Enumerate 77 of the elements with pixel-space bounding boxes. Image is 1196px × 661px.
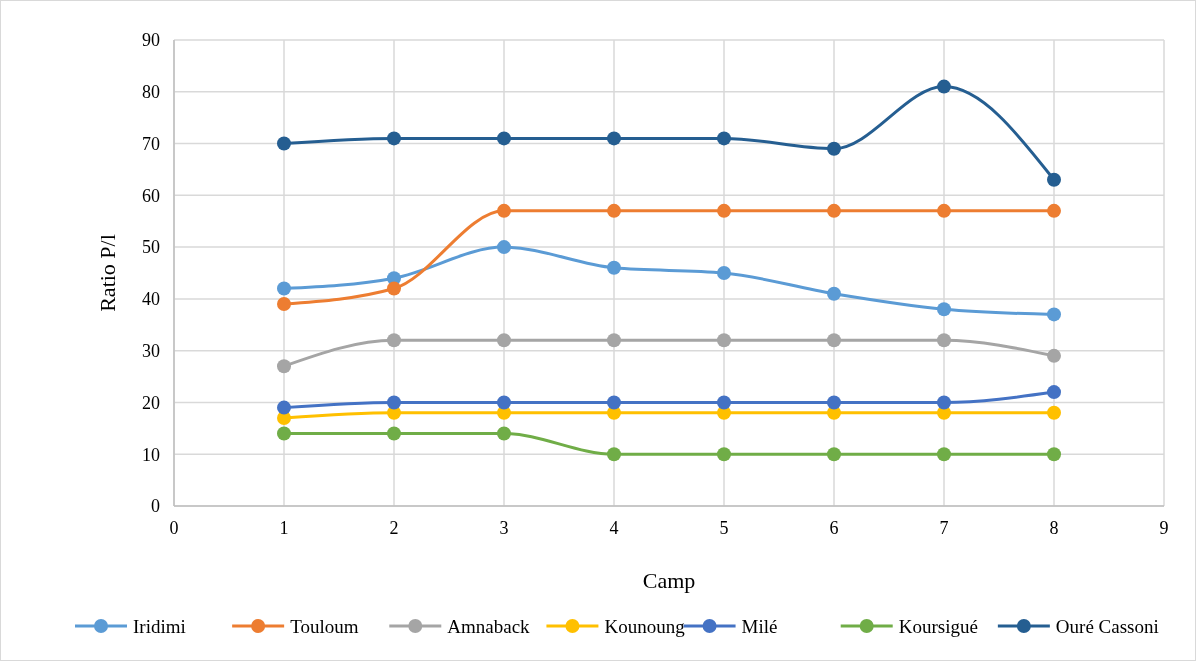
point <box>607 333 621 348</box>
x-axis-title: Camp <box>642 568 696 593</box>
point <box>1047 203 1061 218</box>
point <box>827 286 841 301</box>
legend-label: Touloum <box>290 615 359 637</box>
point <box>937 79 951 94</box>
y-tick-label: 20 <box>142 392 160 413</box>
point <box>1047 172 1061 187</box>
point <box>937 302 951 317</box>
y-tick-label: 0 <box>151 496 160 517</box>
x-tick-label: 3 <box>499 518 509 538</box>
point <box>717 203 731 218</box>
x-tick-label: 1 <box>279 518 289 538</box>
x-tick-label: 0 <box>169 518 179 538</box>
legend-label: Iridimi <box>133 615 186 637</box>
x-tick-label: 6 <box>829 518 839 538</box>
legend-label: Ouré Cassoni <box>1055 615 1159 637</box>
y-tick-label: 70 <box>142 133 160 154</box>
point <box>717 333 731 348</box>
point <box>717 131 731 146</box>
point <box>387 333 401 348</box>
y-tick-label: 10 <box>142 444 160 465</box>
point <box>1047 348 1061 363</box>
point <box>937 395 951 410</box>
point <box>497 240 511 255</box>
y-tick-label: 60 <box>142 185 160 206</box>
point <box>497 203 511 218</box>
point <box>1047 307 1061 322</box>
point <box>1047 447 1061 462</box>
point <box>277 136 291 151</box>
y-tick-label: 30 <box>142 340 160 361</box>
y-axis-title: Ratio P/l <box>95 234 120 312</box>
point <box>827 141 841 156</box>
point <box>277 281 291 296</box>
legend-label: Milé <box>741 615 778 637</box>
point <box>1047 405 1061 420</box>
point <box>607 203 621 218</box>
point <box>497 333 511 348</box>
x-tick-label: 9 <box>1159 518 1169 538</box>
point <box>1047 385 1061 400</box>
point <box>717 266 731 280</box>
y-tick-label: 50 <box>142 237 160 258</box>
point <box>607 131 621 146</box>
x-tick-label: 2 <box>389 518 399 538</box>
y-tick-label: 80 <box>142 82 160 103</box>
point <box>277 400 291 415</box>
point <box>277 359 291 374</box>
point <box>497 426 511 441</box>
x-tick-label: 8 <box>1049 518 1059 538</box>
point <box>497 131 511 146</box>
point <box>827 447 841 462</box>
legend-label: Amnaback <box>447 615 531 637</box>
point <box>607 395 621 410</box>
point <box>387 131 401 146</box>
point <box>937 333 951 348</box>
x-tick-label: 7 <box>939 518 949 538</box>
point <box>387 395 401 410</box>
point <box>937 447 951 462</box>
legend-label: Koursigué <box>898 615 978 637</box>
point <box>607 447 621 462</box>
y-tick-label: 40 <box>142 289 160 310</box>
legend-label: Kounoung <box>604 615 686 637</box>
point <box>827 203 841 218</box>
point <box>827 333 841 348</box>
point <box>387 281 401 296</box>
x-tick-label: 5 <box>719 518 729 538</box>
point <box>827 395 841 410</box>
point <box>717 395 731 410</box>
point <box>497 395 511 410</box>
point <box>937 203 951 218</box>
point <box>277 297 291 312</box>
y-tick-label: 90 <box>142 30 160 51</box>
point <box>277 426 291 441</box>
point <box>387 426 401 441</box>
point <box>607 260 621 275</box>
point <box>717 447 731 462</box>
x-tick-label: 4 <box>609 518 619 538</box>
